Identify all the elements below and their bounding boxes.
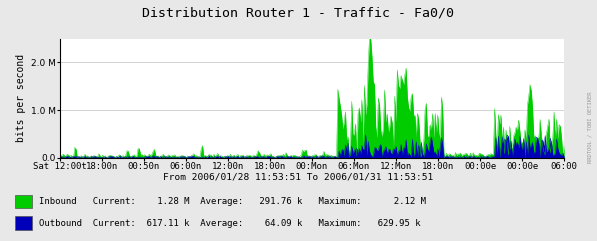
Text: RRDTOOL / TOBI OETIKER: RRDTOOL / TOBI OETIKER <box>588 92 593 163</box>
Text: Outbound  Current:  617.11 k  Average:    64.09 k   Maximum:   629.95 k: Outbound Current: 617.11 k Average: 64.0… <box>39 219 420 228</box>
Text: Distribution Router 1 - Traffic - Fa0/0: Distribution Router 1 - Traffic - Fa0/0 <box>143 6 454 19</box>
Text: Inbound   Current:    1.28 M  Average:   291.76 k   Maximum:      2.12 M: Inbound Current: 1.28 M Average: 291.76 … <box>39 197 426 206</box>
Text: From 2006/01/28 11:53:51 To 2006/01/31 11:53:51: From 2006/01/28 11:53:51 To 2006/01/31 1… <box>164 172 433 181</box>
Y-axis label: bits per second: bits per second <box>16 54 26 142</box>
